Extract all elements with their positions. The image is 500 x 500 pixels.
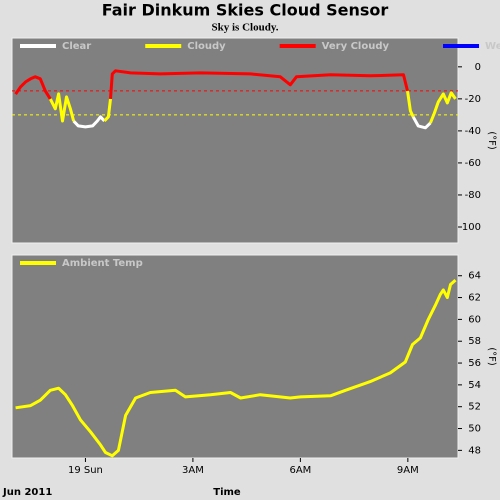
- plot-area: [11, 254, 459, 459]
- y-tick-label: 60: [468, 314, 481, 325]
- y-tick-label: 64: [468, 271, 481, 282]
- legend-label: Ambient Temp: [62, 258, 143, 269]
- y-tick-label: -80: [465, 190, 481, 201]
- legend-label: Very Cloudy: [322, 41, 390, 52]
- y-tick-label: -20: [465, 94, 481, 105]
- y-axis-label: (°F): [486, 131, 497, 150]
- y-tick-label: 50: [468, 424, 481, 435]
- y-tick-label: 0: [475, 62, 481, 73]
- legend-label: Cloudy: [187, 41, 226, 52]
- x-tick-label: 9AM: [397, 465, 419, 476]
- y-tick-label: -60: [465, 158, 481, 169]
- chart-subtitle: Sky is Cloudy.: [212, 22, 279, 34]
- y-tick-label: 48: [468, 445, 481, 456]
- plot-area: [11, 37, 459, 244]
- series-line: [48, 90, 457, 124]
- series-line: [72, 115, 432, 130]
- y-tick-label: 58: [468, 336, 481, 347]
- series-line: [15, 278, 457, 458]
- series-line: [14, 69, 409, 100]
- x-tick-label: 19 Sun: [68, 465, 103, 476]
- chart-title: Fair Dinkum Skies Cloud Sensor: [102, 1, 389, 20]
- y-tick-label: 52: [468, 402, 481, 413]
- date-label: Jun 2011: [2, 487, 52, 498]
- x-tick-label: 3AM: [182, 465, 204, 476]
- y-tick-label: -40: [465, 126, 481, 137]
- y-tick-label: 54: [468, 380, 481, 391]
- y-tick-label: 56: [468, 358, 481, 369]
- legend-label: Clear: [62, 41, 91, 52]
- x-tick-label: 6AM: [289, 465, 311, 476]
- x-axis-label: Time: [213, 487, 241, 498]
- y-tick-label: -100: [458, 222, 481, 233]
- y-axis-label: (°F): [486, 347, 497, 366]
- y-tick-label: 62: [468, 293, 481, 304]
- legend-label: Wet: [485, 41, 500, 52]
